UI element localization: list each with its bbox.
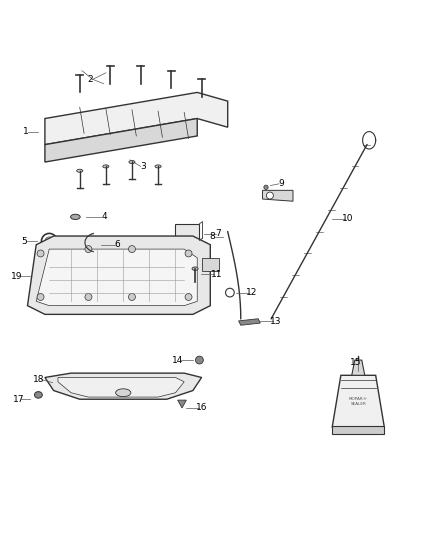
Text: 1: 1 [23, 127, 28, 136]
Text: 10: 10 [342, 214, 353, 223]
Text: 7: 7 [215, 229, 221, 238]
Text: 19: 19 [11, 272, 23, 280]
Text: 14: 14 [173, 356, 184, 365]
Ellipse shape [116, 389, 131, 397]
Polygon shape [352, 360, 365, 375]
Polygon shape [332, 375, 385, 427]
Polygon shape [58, 377, 184, 397]
Text: 9: 9 [279, 179, 285, 188]
Circle shape [128, 246, 135, 253]
Polygon shape [45, 373, 201, 399]
Ellipse shape [192, 267, 198, 270]
Circle shape [128, 294, 135, 301]
Circle shape [195, 356, 203, 364]
Text: 3: 3 [141, 162, 146, 171]
Text: 18: 18 [33, 375, 45, 384]
Circle shape [264, 185, 268, 189]
Text: 12: 12 [246, 288, 257, 297]
Text: 6: 6 [114, 240, 120, 249]
Polygon shape [85, 233, 93, 252]
Circle shape [85, 294, 92, 301]
FancyBboxPatch shape [176, 224, 199, 240]
Text: 13: 13 [270, 317, 282, 326]
Ellipse shape [155, 165, 161, 168]
Circle shape [37, 250, 44, 257]
Polygon shape [178, 400, 186, 408]
Text: MOPAR®
SEALER: MOPAR® SEALER [349, 397, 368, 406]
Circle shape [185, 294, 192, 301]
Ellipse shape [77, 169, 83, 172]
Ellipse shape [103, 165, 109, 168]
Circle shape [85, 246, 92, 253]
Ellipse shape [71, 214, 80, 220]
Ellipse shape [86, 244, 104, 250]
Text: 8: 8 [209, 232, 215, 241]
Text: 11: 11 [211, 270, 222, 279]
Polygon shape [239, 319, 260, 325]
Bar [332, 426, 385, 434]
Text: 16: 16 [196, 403, 208, 413]
Polygon shape [28, 236, 210, 314]
Polygon shape [45, 118, 197, 162]
Polygon shape [201, 258, 219, 271]
Text: 17: 17 [13, 395, 24, 403]
Circle shape [185, 250, 192, 257]
Ellipse shape [35, 392, 42, 398]
Polygon shape [45, 92, 228, 144]
Polygon shape [36, 249, 197, 305]
Ellipse shape [129, 160, 135, 164]
Text: 2: 2 [87, 75, 93, 84]
Circle shape [266, 192, 273, 199]
Circle shape [37, 294, 44, 301]
Polygon shape [262, 190, 293, 201]
Text: 15: 15 [350, 358, 361, 367]
Text: 5: 5 [21, 237, 27, 246]
Text: 4: 4 [101, 212, 107, 221]
